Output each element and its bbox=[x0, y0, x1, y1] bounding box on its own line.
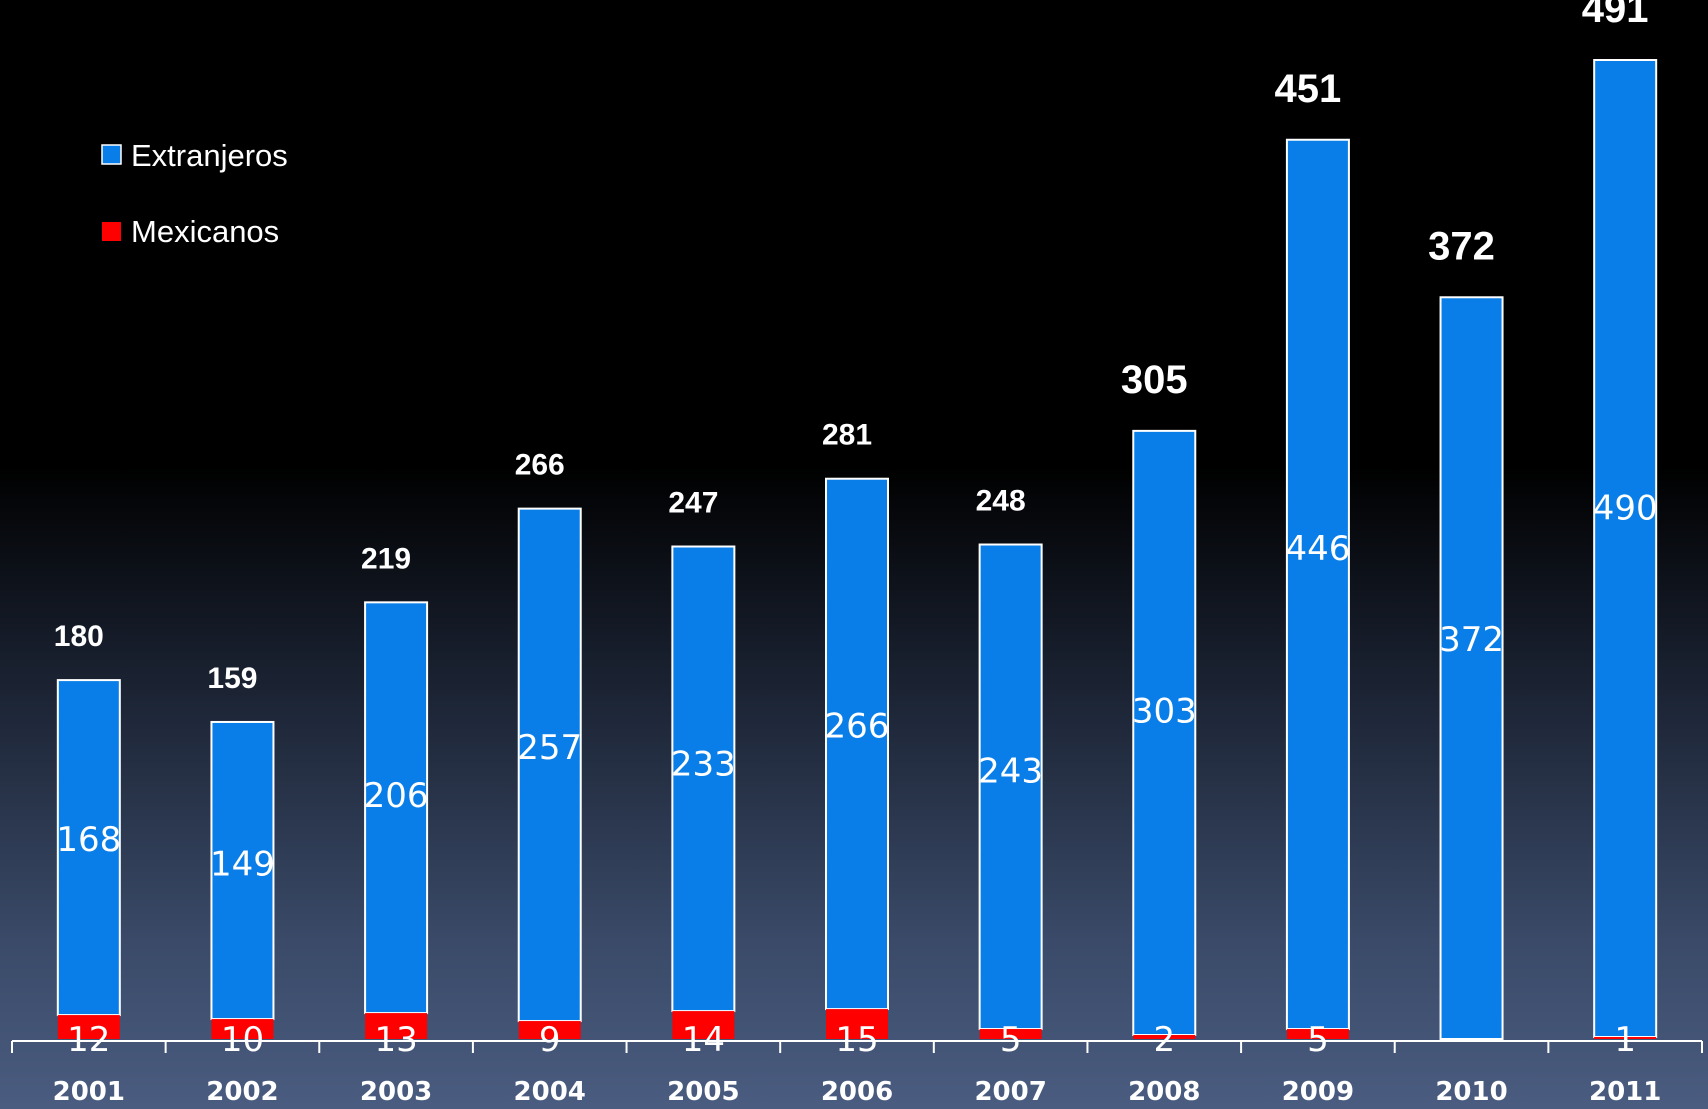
bar-mexicanos-2008 bbox=[1133, 1035, 1196, 1039]
data-label-mexicanos-2007: 5 bbox=[1000, 1020, 1022, 1060]
bar-extranjeros-2004 bbox=[517, 507, 582, 1023]
x-tick-label-2001: 2001 bbox=[53, 1077, 125, 1107]
bar-mexicanos-2007 bbox=[979, 1029, 1042, 1039]
data-label-extranjeros-2005: 233 bbox=[671, 745, 736, 785]
bar-extranjeros-2008 bbox=[1132, 429, 1197, 1037]
x-tick-label-2003: 2003 bbox=[360, 1077, 432, 1107]
bar-mexicanos-2002 bbox=[211, 1019, 274, 1039]
bar-mexicanos-2001 bbox=[57, 1015, 120, 1039]
data-label-mexicanos-2002: 10 bbox=[221, 1020, 264, 1060]
total-label-2009: 451 bbox=[1275, 67, 1342, 111]
data-label-extranjeros-2008: 303 bbox=[1132, 692, 1197, 732]
data-label-mexicanos-2009: 5 bbox=[1307, 1020, 1329, 1060]
bar-extranjeros-2001 bbox=[56, 679, 121, 1017]
bar-mexicanos-2003 bbox=[365, 1013, 428, 1039]
bar-extranjeros-2005 bbox=[671, 545, 736, 1013]
bar-mexicanos-2011 bbox=[1594, 1037, 1657, 1040]
total-label-2001: 180 bbox=[54, 620, 104, 653]
data-label-extranjeros-2002: 149 bbox=[210, 845, 275, 885]
data-label-mexicanos-2004: 9 bbox=[539, 1020, 561, 1060]
legend-swatch-extranjeros bbox=[101, 144, 122, 165]
data-label-extranjeros-2009: 446 bbox=[1285, 529, 1350, 569]
x-tick-label-2009: 2009 bbox=[1282, 1077, 1354, 1107]
bar-extranjeros-2003 bbox=[364, 601, 429, 1015]
x-tick-label-2005: 2005 bbox=[667, 1077, 739, 1107]
total-label-2005: 247 bbox=[668, 487, 718, 520]
total-label-2011: 491 bbox=[1582, 0, 1649, 31]
bar-extranjeros-2010 bbox=[1439, 296, 1504, 1041]
bar-extranjeros-2006 bbox=[825, 477, 889, 1011]
bar-extranjeros-2011 bbox=[1593, 59, 1658, 1039]
total-label-2003: 219 bbox=[361, 542, 411, 575]
legend-label-mexicanos: Mexicanos bbox=[131, 214, 279, 249]
data-label-mexicanos-2011: 1 bbox=[1614, 1020, 1636, 1060]
data-label-extranjeros-2006: 266 bbox=[825, 706, 890, 746]
data-label-mexicanos-2008: 2 bbox=[1153, 1020, 1175, 1060]
x-tick-label-2007: 2007 bbox=[974, 1077, 1046, 1107]
x-tick-label-2011: 2011 bbox=[1589, 1077, 1661, 1107]
legend-label-extranjeros: Extranjeros bbox=[131, 138, 288, 173]
data-label-extranjeros-2003: 206 bbox=[364, 776, 429, 816]
data-label-mexicanos-2001: 12 bbox=[67, 1020, 110, 1060]
data-label-mexicanos-2005: 14 bbox=[682, 1020, 725, 1060]
x-tick-label-2006: 2006 bbox=[821, 1077, 893, 1107]
data-label-extranjeros-2011: 490 bbox=[1593, 489, 1658, 529]
total-label-2002: 159 bbox=[207, 662, 257, 695]
total-label-2007: 248 bbox=[976, 485, 1026, 518]
data-label-extranjeros-2004: 257 bbox=[517, 728, 582, 768]
x-tick-label-2002: 2002 bbox=[206, 1077, 278, 1107]
data-label-mexicanos-2003: 13 bbox=[374, 1020, 417, 1060]
total-label-2008: 305 bbox=[1121, 358, 1188, 402]
data-label-extranjeros-2007: 243 bbox=[978, 752, 1043, 792]
x-axis bbox=[11, 1040, 1703, 1053]
total-label-2006: 281 bbox=[822, 419, 872, 452]
x-tick-label-2008: 2008 bbox=[1128, 1077, 1200, 1107]
bars-group bbox=[56, 59, 1658, 1041]
total-label-2010: 372 bbox=[1428, 224, 1495, 268]
legend-swatch-mexicanos bbox=[102, 222, 121, 241]
bar-mexicanos-2009 bbox=[1286, 1029, 1349, 1039]
bar-extranjeros-2009 bbox=[1285, 138, 1350, 1031]
bar-mexicanos-2006 bbox=[826, 1009, 888, 1039]
bar-mexicanos-2005 bbox=[672, 1011, 735, 1039]
bar-extranjeros-2007 bbox=[978, 543, 1043, 1031]
x-tick-label-2004: 2004 bbox=[514, 1077, 586, 1107]
data-label-extranjeros-2001: 168 bbox=[56, 820, 121, 860]
data-label-extranjeros-2010: 372 bbox=[1439, 620, 1504, 660]
labels-group: 2001180168122002159149102003219206132004… bbox=[53, 0, 1662, 1107]
legend: Extranjeros Mexicanos bbox=[101, 138, 288, 249]
total-label-2004: 266 bbox=[515, 449, 565, 482]
bar-mexicanos-2004 bbox=[518, 1021, 581, 1039]
x-tick-label-2010: 2010 bbox=[1435, 1077, 1507, 1107]
data-label-mexicanos-2006: 15 bbox=[835, 1020, 878, 1060]
